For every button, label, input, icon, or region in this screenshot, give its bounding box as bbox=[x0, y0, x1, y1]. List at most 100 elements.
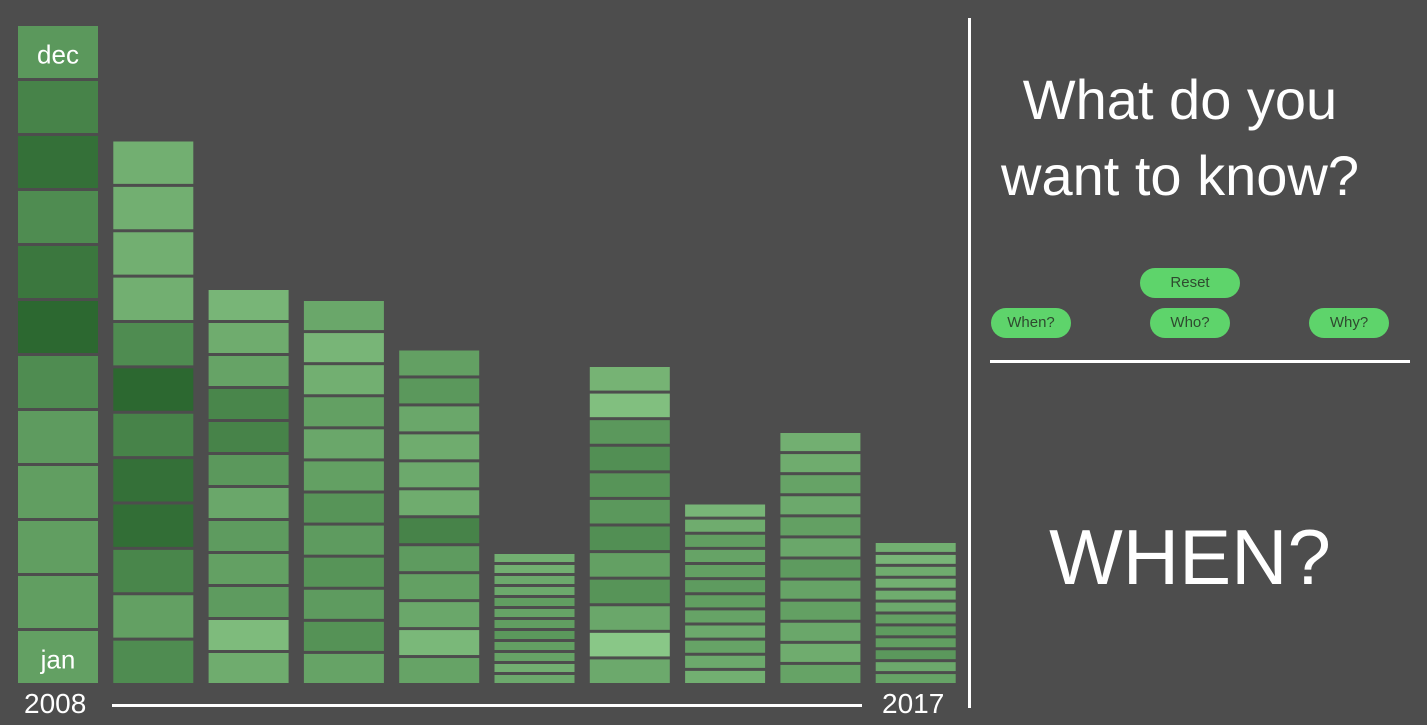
month-cell-2010-8[interactable] bbox=[208, 422, 289, 452]
month-cell-2013-2[interactable] bbox=[494, 664, 575, 672]
month-cell-2011-7[interactable] bbox=[303, 461, 384, 491]
month-cell-2008-3[interactable] bbox=[18, 521, 98, 573]
year-column-2013[interactable] bbox=[494, 554, 575, 683]
month-cell-2015-1[interactable] bbox=[685, 670, 766, 683]
month-cell-2015-6[interactable] bbox=[685, 595, 766, 608]
month-cell-2014-5[interactable] bbox=[589, 553, 670, 577]
year-column-2014[interactable] bbox=[589, 367, 670, 683]
month-cell-2012-2[interactable] bbox=[399, 630, 480, 656]
month-cell-2009-11[interactable] bbox=[113, 186, 194, 230]
month-cell-2012-11[interactable] bbox=[399, 378, 480, 404]
month-cell-2014-6[interactable] bbox=[589, 526, 670, 551]
month-cell-2009-8[interactable] bbox=[113, 323, 194, 366]
month-cell-2015-4[interactable] bbox=[685, 625, 766, 638]
month-cell-2010-9[interactable] bbox=[208, 389, 289, 419]
month-cell-2016-6[interactable] bbox=[780, 559, 861, 578]
month-cell-2016-5[interactable] bbox=[780, 580, 861, 599]
month-cell-2017-6[interactable] bbox=[875, 614, 956, 624]
year-column-2010[interactable] bbox=[208, 290, 289, 683]
month-cell-2013-7[interactable] bbox=[494, 609, 575, 617]
month-cell-2012-3[interactable] bbox=[399, 602, 480, 628]
month-cell-2015-10[interactable] bbox=[685, 534, 766, 547]
month-cell-2008-10[interactable] bbox=[18, 136, 98, 188]
month-cell-2011-1[interactable] bbox=[303, 653, 384, 683]
month-cell-2008-1[interactable] bbox=[18, 631, 98, 683]
month-cell-2016-4[interactable] bbox=[780, 601, 861, 620]
month-cell-2014-3[interactable] bbox=[589, 606, 670, 630]
month-cell-2008-9[interactable] bbox=[18, 191, 98, 243]
month-cell-2012-8[interactable] bbox=[399, 462, 480, 488]
month-cell-2013-9[interactable] bbox=[494, 587, 575, 595]
month-cell-2008-8[interactable] bbox=[18, 246, 98, 298]
who-button[interactable]: Who? bbox=[1150, 308, 1230, 338]
month-cell-2013-8[interactable] bbox=[494, 598, 575, 606]
month-cell-2015-3[interactable] bbox=[685, 640, 766, 653]
month-cell-2013-6[interactable] bbox=[494, 620, 575, 628]
month-cell-2014-10[interactable] bbox=[589, 420, 670, 444]
year-column-2016[interactable] bbox=[780, 433, 861, 683]
month-cell-2009-7[interactable] bbox=[113, 368, 194, 411]
year-column-2011[interactable] bbox=[303, 301, 384, 683]
month-cell-2011-12[interactable] bbox=[303, 301, 384, 331]
year-column-2012[interactable] bbox=[399, 350, 480, 684]
month-cell-2011-9[interactable] bbox=[303, 397, 384, 427]
month-cell-2013-3[interactable] bbox=[494, 653, 575, 661]
month-cell-2013-1[interactable] bbox=[494, 675, 575, 683]
month-cell-2014-4[interactable] bbox=[589, 579, 670, 604]
month-cell-2014-11[interactable] bbox=[589, 393, 670, 418]
month-cell-2017-12[interactable] bbox=[875, 543, 956, 552]
month-cell-2017-1[interactable] bbox=[875, 674, 956, 683]
month-cell-2008-4[interactable] bbox=[18, 466, 98, 518]
month-cell-2012-1[interactable] bbox=[399, 658, 480, 683]
month-cell-2015-7[interactable] bbox=[685, 580, 766, 593]
month-cell-2012-7[interactable] bbox=[399, 490, 480, 516]
month-cell-2013-10[interactable] bbox=[494, 576, 575, 584]
month-cell-2010-5[interactable] bbox=[208, 521, 289, 551]
month-cell-2014-7[interactable] bbox=[589, 499, 670, 524]
year-column-2015[interactable] bbox=[685, 504, 766, 684]
month-cell-2010-4[interactable] bbox=[208, 554, 289, 584]
month-cell-2015-8[interactable] bbox=[685, 565, 766, 578]
month-cell-2008-11[interactable] bbox=[18, 81, 98, 133]
month-cell-2011-4[interactable] bbox=[303, 557, 384, 587]
month-cell-2011-2[interactable] bbox=[303, 621, 384, 651]
month-cell-2010-10[interactable] bbox=[208, 356, 289, 386]
month-cell-2013-12[interactable] bbox=[494, 554, 575, 562]
month-cell-2009-10[interactable] bbox=[113, 232, 194, 275]
month-cell-2016-9[interactable] bbox=[780, 496, 861, 515]
month-cell-2016-2[interactable] bbox=[780, 643, 861, 662]
month-cell-2011-5[interactable] bbox=[303, 525, 384, 555]
month-cell-2013-5[interactable] bbox=[494, 631, 575, 639]
month-cell-2011-3[interactable] bbox=[303, 589, 384, 619]
month-cell-2011-6[interactable] bbox=[303, 493, 384, 523]
month-cell-2016-8[interactable] bbox=[780, 517, 861, 536]
month-cell-2011-8[interactable] bbox=[303, 429, 384, 459]
month-cell-2012-12[interactable] bbox=[399, 350, 480, 376]
month-cell-2014-12[interactable] bbox=[589, 367, 670, 391]
month-cell-2013-4[interactable] bbox=[494, 642, 575, 650]
month-cell-2010-6[interactable] bbox=[208, 488, 289, 518]
month-cell-2017-8[interactable] bbox=[875, 590, 956, 600]
month-cell-2014-9[interactable] bbox=[589, 446, 670, 471]
why-button[interactable]: Why? bbox=[1309, 308, 1389, 338]
month-cell-2010-2[interactable] bbox=[208, 620, 289, 650]
month-cell-2009-3[interactable] bbox=[113, 549, 194, 593]
month-cell-2011-10[interactable] bbox=[303, 365, 384, 395]
month-cell-2009-4[interactable] bbox=[113, 504, 194, 547]
month-cell-2008-2[interactable] bbox=[18, 576, 98, 628]
month-cell-2014-1[interactable] bbox=[589, 659, 670, 683]
month-cell-2010-7[interactable] bbox=[208, 455, 289, 485]
month-cell-2011-11[interactable] bbox=[303, 333, 384, 363]
reset-button[interactable]: Reset bbox=[1140, 268, 1240, 298]
month-cell-2016-7[interactable] bbox=[780, 538, 861, 557]
month-cell-2015-9[interactable] bbox=[685, 549, 766, 562]
month-cell-2016-3[interactable] bbox=[780, 622, 861, 641]
month-cell-2008-5[interactable] bbox=[18, 411, 98, 463]
month-cell-2016-10[interactable] bbox=[780, 475, 861, 494]
when-button[interactable]: When? bbox=[991, 308, 1071, 338]
month-cell-2009-6[interactable] bbox=[113, 413, 194, 457]
month-cell-2017-3[interactable] bbox=[875, 650, 956, 660]
year-column-2008[interactable] bbox=[18, 26, 98, 683]
month-cell-2015-11[interactable] bbox=[685, 519, 766, 532]
month-cell-2008-6[interactable] bbox=[18, 356, 98, 408]
